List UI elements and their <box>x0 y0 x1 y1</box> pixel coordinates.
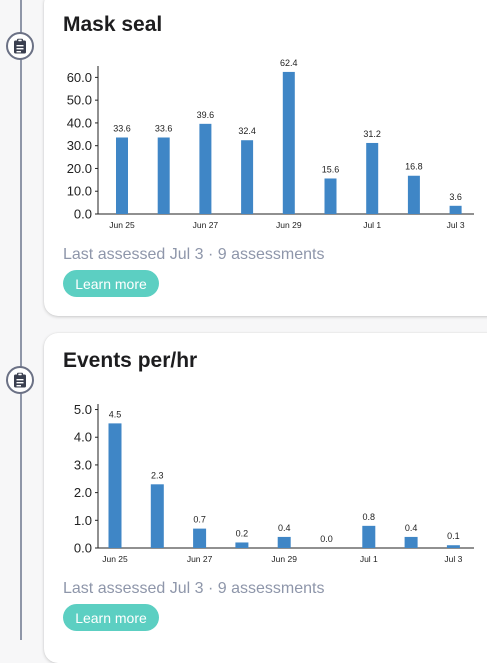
x-tick-label: Jun 29 <box>271 554 297 564</box>
last-assessed-text: Last assessed Jul 3 · 9 assessments <box>63 246 325 263</box>
bar-value-label: 0.7 <box>193 515 206 525</box>
bar <box>108 423 122 548</box>
y-tick-label: 4.0 <box>74 430 92 445</box>
bar <box>235 542 249 548</box>
mask-seal-chart: 0.0 10.0 20.0 30.0 40.0 50.0 60.0 33.6 Jun 25 33.… <box>67 58 474 230</box>
last-assessed-text: Last assessed Jul 3 · 9 assessments <box>63 580 325 597</box>
bar-value-label: 39.6 <box>197 110 215 120</box>
learn-more-button[interactable]: Learn more <box>63 604 159 631</box>
bar <box>277 536 291 548</box>
y-tick-label: 0.0 <box>74 207 92 222</box>
bar-value-label: 3.6 <box>449 192 462 202</box>
clipboard-icon <box>14 38 26 54</box>
bar-value-label: 0.1 <box>447 531 460 541</box>
bar <box>449 205 462 214</box>
bar-value-label: 4.5 <box>109 409 122 419</box>
bar-value-label: 0.8 <box>363 512 376 522</box>
bar <box>446 545 460 548</box>
bar-value-label: 15.6 <box>322 164 340 174</box>
bar-value-label: 0.4 <box>278 523 291 533</box>
bar <box>150 484 164 548</box>
y-tick-label: 20.0 <box>67 161 92 176</box>
bar-value-label: 32.4 <box>238 126 256 136</box>
learn-more-button[interactable]: Learn more <box>63 270 159 297</box>
x-tick-label: Jun 29 <box>276 220 302 230</box>
bar <box>282 71 295 214</box>
x-tick-label: Jun 27 <box>193 220 219 230</box>
y-tick-label: 0.0 <box>74 541 92 556</box>
y-tick-label: 40.0 <box>67 115 92 130</box>
bar <box>366 142 379 214</box>
clipboard-icon <box>14 372 26 388</box>
x-tick-label: Jul 3 <box>447 220 465 230</box>
bar <box>157 137 170 214</box>
bar <box>404 536 418 548</box>
bar <box>116 137 128 214</box>
bar-value-label: 33.6 <box>155 123 173 133</box>
x-tick-label: Jun 27 <box>187 554 213 564</box>
bar-value-label: 0.0 <box>320 534 333 544</box>
x-tick-label: Jul 1 <box>360 554 378 564</box>
bar <box>407 175 420 214</box>
events-per-hr-card: Events per/hr 0.0 1.0 2.0 3.0 4.0 5.0 4.5 Jun 2… <box>44 333 487 663</box>
bar <box>362 525 376 548</box>
bar <box>199 123 212 214</box>
y-tick-label: 50.0 <box>67 93 92 108</box>
x-tick-label: Jun 25 <box>102 554 128 564</box>
bar <box>324 178 337 214</box>
y-tick-label: 10.0 <box>67 184 92 199</box>
y-tick-label: 30.0 <box>67 138 92 153</box>
y-tick-label: 5.0 <box>74 402 92 417</box>
bar <box>193 528 207 548</box>
x-tick-label: Jun 25 <box>109 220 135 230</box>
y-tick-label: 2.0 <box>74 485 92 500</box>
card-title: Events per/hr <box>63 349 198 372</box>
x-tick-label: Jul 1 <box>363 220 381 230</box>
bar-value-label: 2.3 <box>151 470 164 480</box>
bar-value-label: 16.8 <box>405 162 423 172</box>
x-tick-label: Jul 3 <box>444 554 462 564</box>
bar-value-label: 0.4 <box>405 523 418 533</box>
timeline-node <box>6 366 34 394</box>
timeline-line <box>20 0 22 640</box>
bar-value-label: 62.4 <box>280 58 298 68</box>
card-title: Mask seal <box>63 13 163 36</box>
bar-value-label: 33.6 <box>113 123 131 133</box>
timeline-node <box>6 32 34 60</box>
y-tick-label: 60.0 <box>67 70 92 85</box>
bar-value-label: 31.2 <box>363 129 381 139</box>
events-per-hr-chart: 0.0 1.0 2.0 3.0 4.0 5.0 4.5 Jun 25 2.3 0.7 Jun 27 0… <box>74 402 474 564</box>
bar <box>241 140 254 214</box>
y-tick-label: 3.0 <box>74 457 92 472</box>
bar-value-label: 0.2 <box>236 528 249 538</box>
mask-seal-card: Mask seal 0.0 10.0 20.0 30.0 40.0 50.0 60.0 33.… <box>44 0 487 316</box>
y-tick-label: 1.0 <box>74 513 92 528</box>
